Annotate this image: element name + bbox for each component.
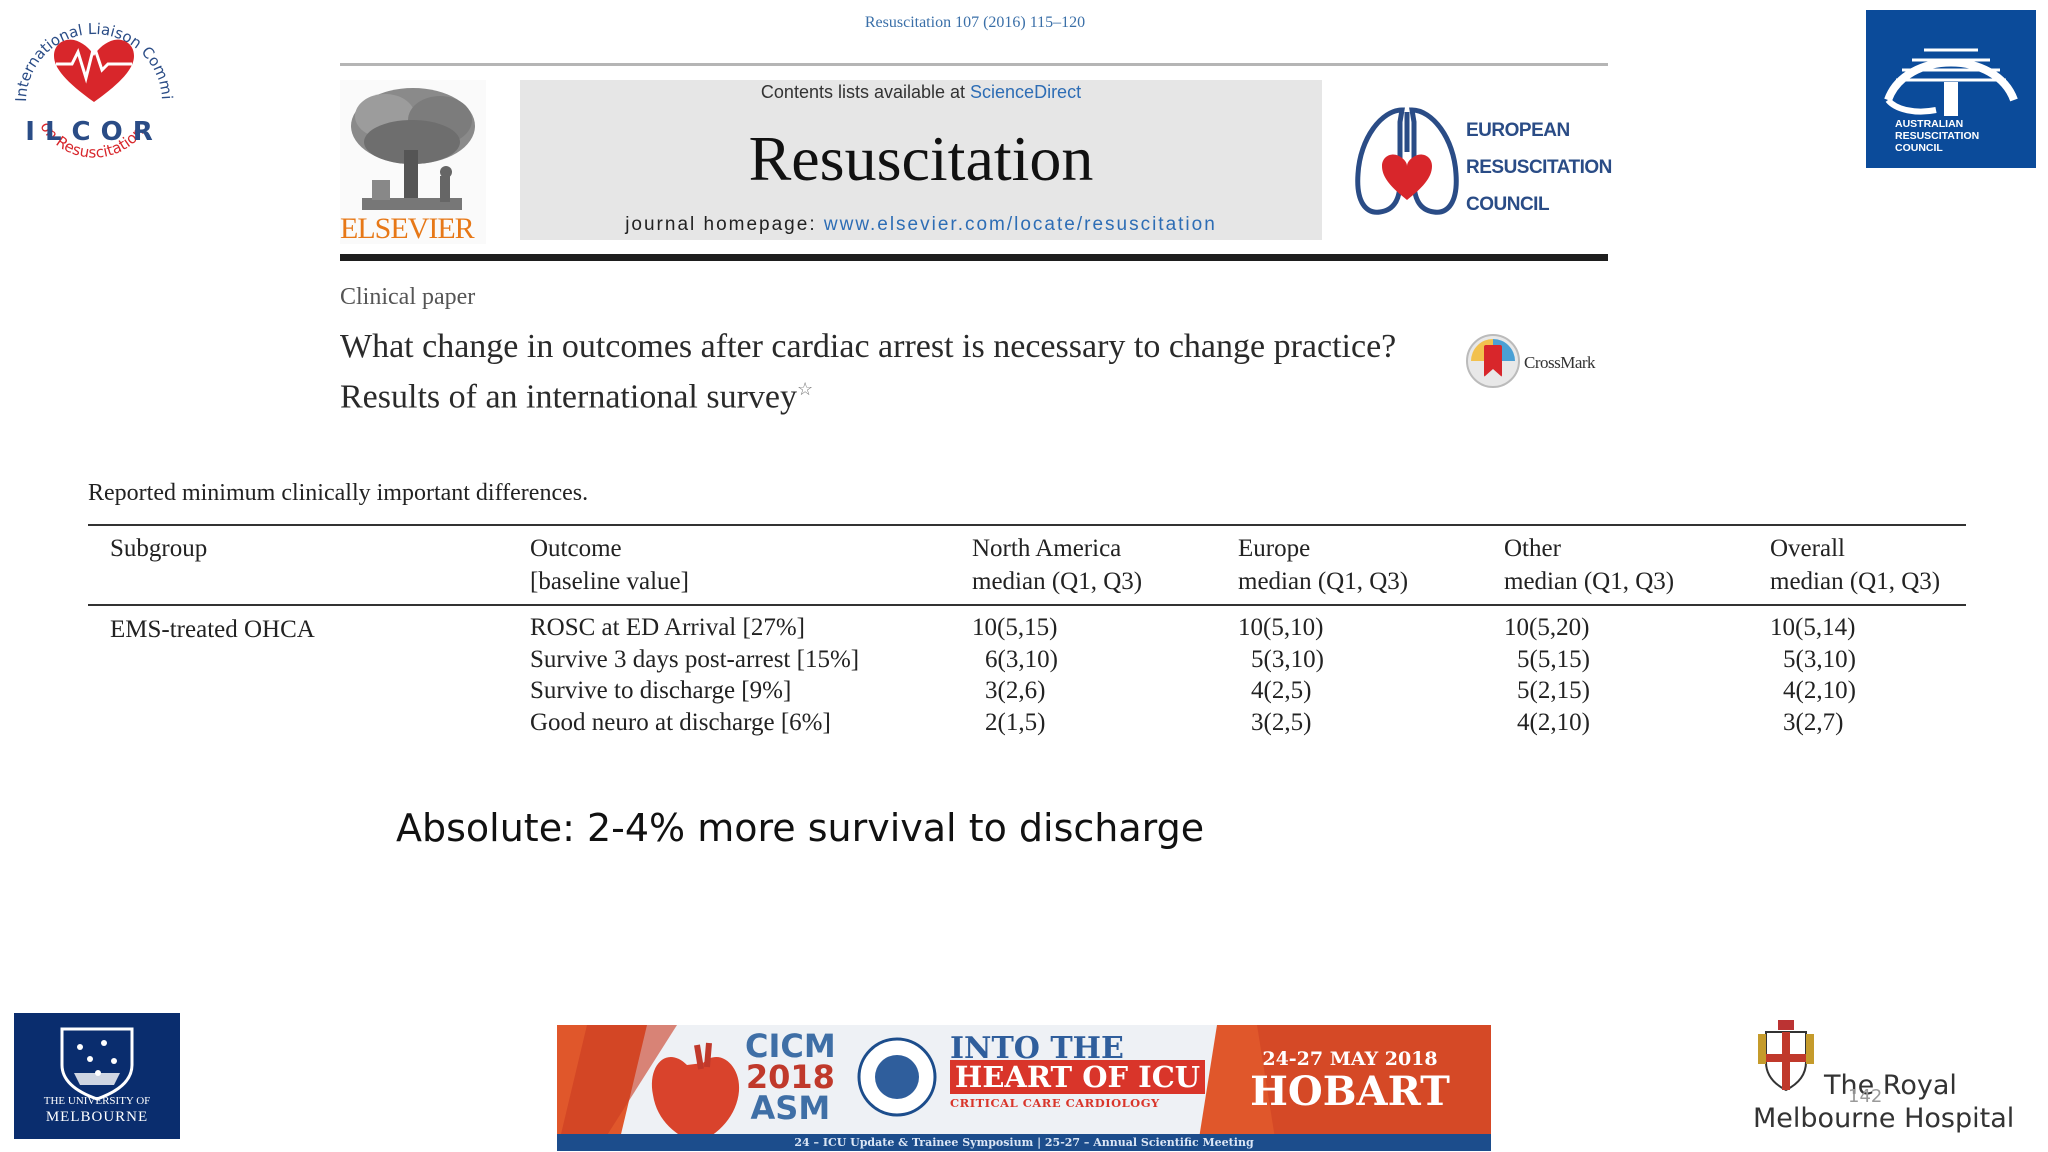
uom-crest-icon bbox=[60, 1027, 134, 1101]
erc-line-3: COUNCIL bbox=[1466, 194, 1550, 215]
table-caption: Reported minimum clinically important di… bbox=[88, 480, 589, 506]
cicm-line-1: CICM bbox=[745, 1027, 836, 1065]
header-other: Other median (Q1, Q3) bbox=[1504, 532, 1674, 598]
row-3-outcome: Survive to discharge [9%] bbox=[530, 677, 792, 704]
cicm-line-3: ASM bbox=[750, 1089, 831, 1127]
banner-date: 24-27 MAY 2018 bbox=[1262, 1048, 1438, 1070]
row-4-overall: 3(2,7) bbox=[1783, 709, 1844, 736]
slide-note: Absolute: 2-4% more survival to discharg… bbox=[396, 806, 1205, 850]
row-1-outcome: ROSC at ED Arrival [27%] bbox=[530, 614, 805, 641]
header-north-america: North America median (Q1, Q3) bbox=[972, 532, 1142, 598]
uom-logo bbox=[14, 1013, 180, 1139]
header-overall-line2: median (Q1, Q3) bbox=[1770, 568, 1941, 595]
paper-title-text: What change in outcomes after cardiac ar… bbox=[340, 328, 1397, 416]
rmh-crest-icon bbox=[1758, 1020, 1814, 1092]
banner-strip: 24 – ICU Update & Trainee Symposium | 25… bbox=[557, 1134, 1491, 1151]
row-3-other: 5(2,15) bbox=[1517, 677, 1590, 704]
header-rule bbox=[340, 63, 1608, 66]
cicm-wordmark: CICM 2018 ASM bbox=[745, 1027, 836, 1127]
crossmark-label[interactable]: CrossMark bbox=[1524, 353, 1596, 372]
rmh-line-1: The Royal bbox=[1824, 1070, 1957, 1101]
row-2-outcome: Survive 3 days post-arrest [15%] bbox=[530, 646, 860, 673]
journal-citation: Resuscitation 107 (2016) 115–120 bbox=[864, 14, 1086, 31]
erc-lungs-heart-icon bbox=[1355, 107, 1459, 215]
svg-text:ILCOR: ILCOR bbox=[25, 117, 162, 147]
arc-line-3: COUNCIL bbox=[1895, 142, 1943, 154]
banner-heart-of-icu: HEART OF ICU bbox=[950, 1060, 1205, 1094]
table-top-rule bbox=[88, 524, 1966, 526]
paper-type: Clinical paper bbox=[340, 284, 476, 310]
sciencedirect-link[interactable]: ScienceDirect bbox=[970, 82, 1082, 102]
homepage-prefix: journal homepage: bbox=[625, 214, 824, 235]
row-3-overall: 4(2,10) bbox=[1783, 677, 1856, 704]
arc-logo bbox=[1866, 10, 2036, 168]
row-1-other: 10(5,20) bbox=[1504, 614, 1590, 641]
contents-prefix: Contents lists available at bbox=[760, 82, 971, 102]
subgroup-cell: EMS-treated OHCA bbox=[110, 616, 315, 643]
contents-line: Contents lists available at ScienceDirec… bbox=[520, 82, 1322, 103]
row-4-europe: 3(2,5) bbox=[1251, 709, 1312, 736]
header-thick-rule bbox=[340, 254, 1608, 261]
row-1-overall: 10(5,14) bbox=[1770, 614, 1856, 641]
slide-page-number: 142 bbox=[1848, 1086, 1883, 1107]
erc-line-1: EUROPEAN bbox=[1466, 120, 1570, 141]
rmh-line-2: Melbourne Hospital bbox=[1753, 1103, 2015, 1134]
header-other-line1: Other bbox=[1504, 535, 1561, 562]
header-other-line2: median (Q1, Q3) bbox=[1504, 568, 1675, 595]
arc-line-2: RESUSCITATION bbox=[1895, 130, 1980, 142]
uom-wordmark: THE UNIVERSITY OF MELBOURNE bbox=[14, 1093, 180, 1125]
header-outcome-line1: Outcome bbox=[530, 535, 622, 562]
ilcor-logo-icon: International Liaison Committee on Resus… bbox=[6, 6, 176, 162]
header-europe-line1: Europe bbox=[1238, 535, 1311, 562]
homepage-link[interactable]: www.elsevier.com/locate/resuscitation bbox=[823, 214, 1217, 235]
journal-title: Resuscitation bbox=[748, 123, 1094, 194]
row-1-north-america: 10(5,15) bbox=[972, 614, 1058, 641]
header-outcome-line2: [baseline value] bbox=[530, 568, 689, 595]
arc-wordmark: AUSTRALIAN RESUSCITATION COUNCIL bbox=[1895, 118, 1979, 154]
header-outcome: Outcome [baseline value] bbox=[530, 532, 689, 598]
crossmark-icon[interactable] bbox=[1465, 333, 1521, 389]
header-subgroup-line1: Subgroup bbox=[110, 535, 208, 562]
header-europe-line2: median (Q1, Q3) bbox=[1238, 568, 1409, 595]
row-2-europe: 5(3,10) bbox=[1251, 646, 1324, 673]
uom-line-2: MELBOURNE bbox=[45, 1109, 149, 1125]
header-subgroup: Subgroup bbox=[110, 532, 207, 565]
header-north-america-line1: North America bbox=[972, 535, 1122, 562]
journal-banner: Contents lists available at ScienceDirec… bbox=[520, 80, 1322, 240]
erc-wordmark: EUROPEAN RESUSCITATION COUNCIL bbox=[1466, 112, 1612, 223]
banner-city: HOBART bbox=[1250, 1068, 1450, 1115]
arc-line-1: AUSTRALIAN bbox=[1895, 118, 1964, 130]
erc-line-2: RESUSCITATION bbox=[1466, 157, 1612, 178]
header-overall-line1: Overall bbox=[1770, 535, 1845, 562]
paper-title: What change in outcomes after cardiac ar… bbox=[340, 326, 1450, 418]
row-2-north-america: 6(3,10) bbox=[985, 646, 1058, 673]
cicm-line-2: 2018 bbox=[745, 1058, 835, 1096]
row-2-overall: 5(3,10) bbox=[1783, 646, 1856, 673]
row-4-outcome: Good neuro at discharge [6%] bbox=[530, 709, 831, 736]
elsevier-tree-logo-icon bbox=[340, 80, 486, 244]
uom-line-1: THE UNIVERSITY OF bbox=[43, 1095, 151, 1107]
row-2-other: 5(5,15) bbox=[1517, 646, 1590, 673]
row-3-europe: 4(2,5) bbox=[1251, 677, 1312, 704]
header-europe: Europe median (Q1, Q3) bbox=[1238, 532, 1408, 598]
table-header-rule bbox=[88, 604, 1966, 606]
banner-subtitle: CRITICAL CARE CARDIOLOGY bbox=[950, 1096, 1160, 1110]
row-1-europe: 10(5,10) bbox=[1238, 614, 1324, 641]
row-3-north-america: 3(2,6) bbox=[985, 677, 1046, 704]
row-4-other: 4(2,10) bbox=[1517, 709, 1590, 736]
homepage-line: journal homepage: www.elsevier.com/locat… bbox=[520, 214, 1322, 236]
header-north-america-line2: median (Q1, Q3) bbox=[972, 568, 1143, 595]
row-4-north-america: 2(1,5) bbox=[985, 709, 1046, 736]
elsevier-wordmark: ELSEVIER bbox=[340, 212, 475, 245]
arc-emblem-icon bbox=[1884, 48, 2018, 116]
header-overall: Overall median (Q1, Q3) bbox=[1770, 532, 1940, 598]
title-footnote-mark: ☆ bbox=[797, 379, 814, 399]
